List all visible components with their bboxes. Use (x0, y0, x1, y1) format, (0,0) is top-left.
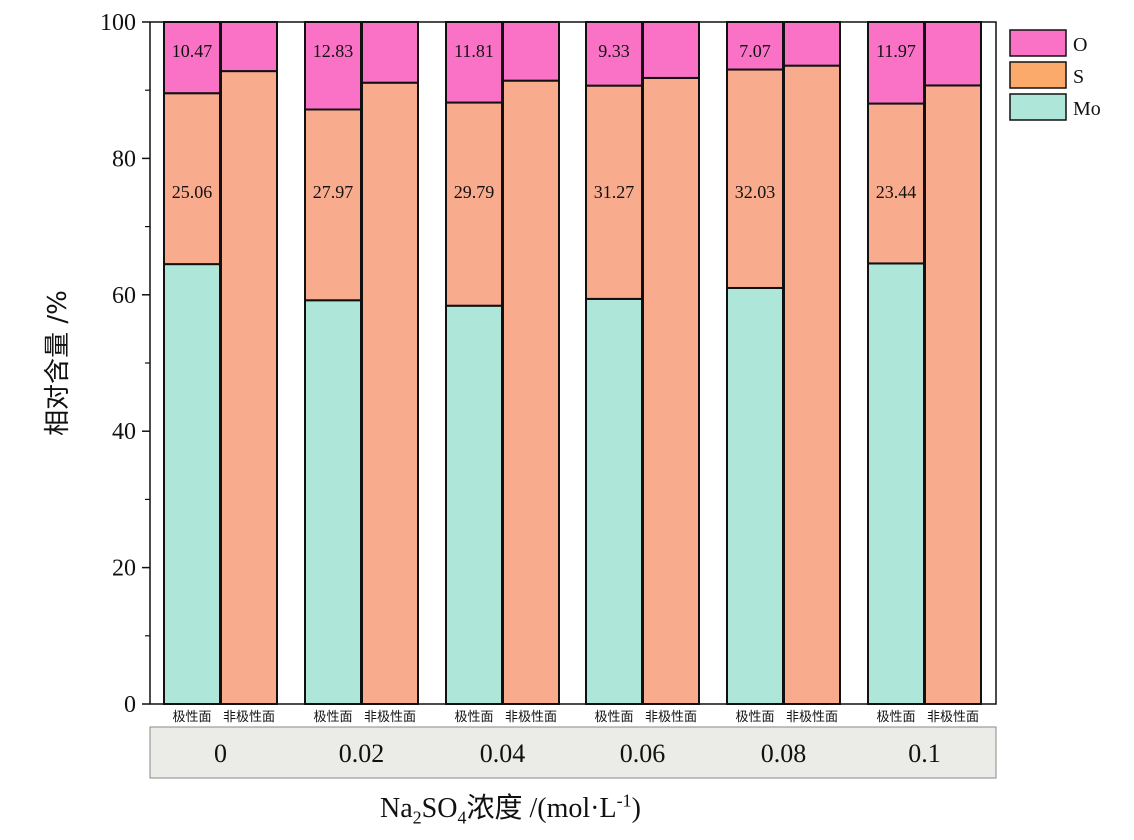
bar-segment-mo (163, 263, 221, 705)
legend-swatch-o (1009, 29, 1067, 57)
bar-segment-s (304, 108, 362, 302)
bar-segment-s (163, 92, 221, 266)
data-label-s: 27.97 (313, 182, 354, 202)
data-label-o: 9.33 (598, 41, 630, 61)
legend-label-s: S (1073, 66, 1084, 88)
bar-segment-o (445, 21, 503, 104)
data-label-o: 12.83 (313, 41, 354, 61)
legend-label-o: O (1073, 34, 1087, 56)
bar-segment-s (783, 64, 841, 705)
group-label-band (149, 726, 997, 779)
data-label-o: 11.81 (454, 41, 494, 61)
bar-segment-o (220, 21, 278, 73)
bar-segment-o (924, 21, 982, 87)
data-label-s: 29.79 (454, 182, 495, 202)
bar-segment-s (726, 68, 784, 289)
bar-category-label: 极性面 (876, 710, 915, 725)
bar-segment-s (642, 76, 700, 705)
group-label: 0.08 (761, 739, 807, 768)
bar-segment-mo (726, 286, 784, 705)
bar-segment-s (502, 79, 560, 706)
legend-swatch-s (1009, 61, 1067, 89)
data-label-s: 31.27 (594, 182, 635, 202)
y-axis-title: 相对含量 /% (43, 290, 73, 436)
y-tick-label: 100 (100, 10, 136, 36)
bar-category-label: 非极性面 (223, 710, 275, 725)
x-axis-title: Na2SO4浓度 /(mol·L-1) (380, 790, 641, 828)
data-label-s: 32.03 (735, 182, 776, 202)
bar-segment-mo (445, 304, 503, 705)
y-tick-label: 40 (112, 419, 136, 445)
group-label: 0 (214, 739, 227, 768)
bar-category-label: 非极性面 (786, 710, 838, 725)
bar-segment-o (867, 21, 925, 105)
data-label-o: 11.97 (876, 41, 916, 61)
bar-segment-o (361, 21, 419, 84)
bar-segment-s (867, 102, 925, 265)
y-tick-label: 60 (112, 283, 136, 309)
group-label: 0.06 (620, 739, 666, 768)
y-tick-label: 0 (124, 692, 136, 718)
bar-category-label: 非极性面 (645, 710, 697, 725)
bar-segment-s (361, 81, 419, 705)
bar-segment-s (924, 84, 982, 705)
y-tick-label: 80 (112, 146, 136, 172)
bar-category-label: 极性面 (735, 710, 774, 725)
data-label-o: 7.07 (739, 41, 771, 61)
bar-segment-mo (304, 299, 362, 705)
legend-label-mo: Mo (1073, 98, 1101, 120)
bar-segment-o (642, 21, 700, 79)
legend-swatch-mo (1009, 93, 1067, 121)
data-label-o: 10.47 (172, 41, 213, 61)
bar-category-label: 非极性面 (927, 710, 979, 725)
y-tick-label: 20 (112, 556, 136, 582)
bar-category-label: 极性面 (454, 710, 493, 725)
group-label: 0.04 (480, 739, 526, 768)
bar-segment-o (304, 21, 362, 111)
bar-category-label: 非极性面 (505, 710, 557, 725)
bar-segment-o (163, 21, 221, 95)
bar-segment-o (783, 21, 841, 67)
bar-category-label: 极性面 (172, 710, 211, 725)
bar-segment-s (220, 70, 278, 705)
bar-segment-s (445, 101, 503, 307)
data-label-s: 23.44 (876, 182, 917, 202)
group-label: 0.1 (908, 739, 941, 768)
bar-segment-o (726, 21, 784, 71)
bar-category-label: 极性面 (313, 710, 352, 725)
bar-segment-mo (867, 262, 925, 705)
bar-category-label: 极性面 (594, 710, 633, 725)
bar-segment-s (585, 84, 643, 300)
data-label-s: 25.06 (172, 182, 213, 202)
bar-category-label: 非极性面 (364, 710, 416, 725)
bar-segment-mo (585, 297, 643, 705)
group-label: 0.02 (339, 739, 385, 768)
bar-segment-o (502, 21, 560, 82)
